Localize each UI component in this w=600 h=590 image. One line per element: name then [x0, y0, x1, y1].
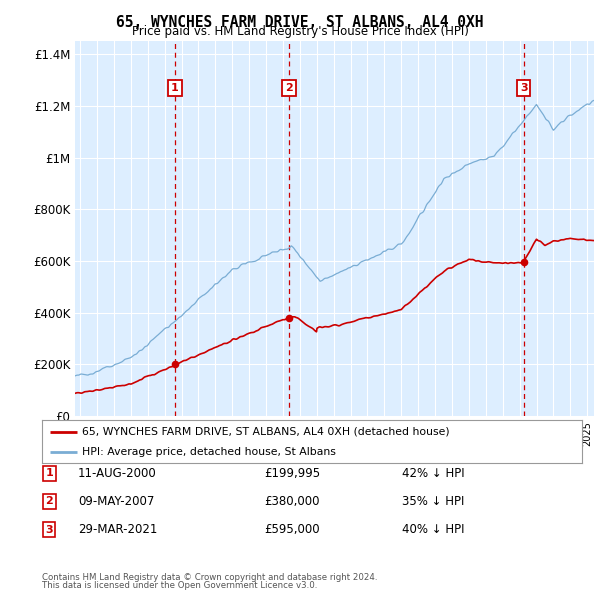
Text: HPI: Average price, detached house, St Albans: HPI: Average price, detached house, St A…: [83, 447, 337, 457]
Text: 3: 3: [46, 525, 53, 535]
Text: 09-MAY-2007: 09-MAY-2007: [78, 495, 154, 508]
Text: 1: 1: [171, 83, 179, 93]
Text: Price paid vs. HM Land Registry's House Price Index (HPI): Price paid vs. HM Land Registry's House …: [131, 25, 469, 38]
Text: This data is licensed under the Open Government Licence v3.0.: This data is licensed under the Open Gov…: [42, 581, 317, 590]
Text: 29-MAR-2021: 29-MAR-2021: [78, 523, 157, 536]
Text: 42% ↓ HPI: 42% ↓ HPI: [402, 467, 464, 480]
Text: 65, WYNCHES FARM DRIVE, ST ALBANS, AL4 0XH: 65, WYNCHES FARM DRIVE, ST ALBANS, AL4 0…: [116, 15, 484, 30]
Text: 2: 2: [46, 497, 53, 506]
Text: 2: 2: [285, 83, 293, 93]
Text: Contains HM Land Registry data © Crown copyright and database right 2024.: Contains HM Land Registry data © Crown c…: [42, 572, 377, 582]
Text: 11-AUG-2000: 11-AUG-2000: [78, 467, 157, 480]
Text: £380,000: £380,000: [264, 495, 320, 508]
Text: 65, WYNCHES FARM DRIVE, ST ALBANS, AL4 0XH (detached house): 65, WYNCHES FARM DRIVE, ST ALBANS, AL4 0…: [83, 427, 450, 437]
Text: £595,000: £595,000: [264, 523, 320, 536]
Text: 1: 1: [46, 468, 53, 478]
Text: 3: 3: [520, 83, 527, 93]
Text: 40% ↓ HPI: 40% ↓ HPI: [402, 523, 464, 536]
Text: £199,995: £199,995: [264, 467, 320, 480]
Text: 35% ↓ HPI: 35% ↓ HPI: [402, 495, 464, 508]
